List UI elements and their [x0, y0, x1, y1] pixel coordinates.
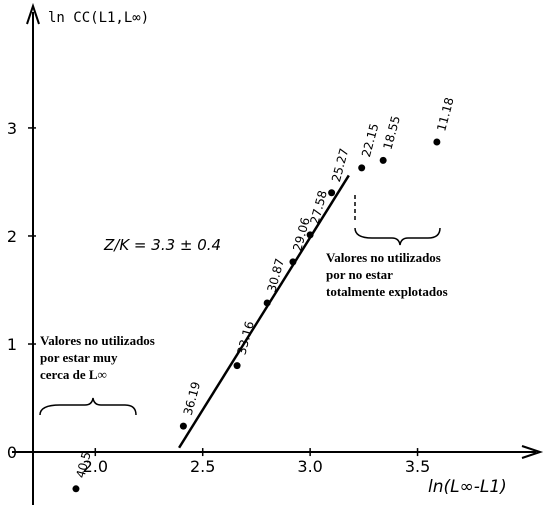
y-tick-label: 3	[7, 119, 17, 138]
annotation: Z/K = 3.3 ± 0.4	[103, 236, 221, 254]
brace	[354, 227, 441, 246]
point-label: 27.58	[308, 189, 330, 226]
x-tick-label: 3.0	[297, 457, 322, 476]
annotation-line: cerca de L∞	[40, 367, 107, 382]
x-tick-label: 2.0	[83, 457, 108, 476]
point-label: 22.15	[359, 122, 381, 159]
x-tick-label: 2.5	[190, 457, 215, 476]
point-label: 40.5	[73, 450, 93, 479]
annotation-line: Valores no utilizados	[40, 333, 155, 348]
point-label: 33.16	[234, 320, 256, 357]
brace	[39, 397, 137, 416]
point	[358, 164, 366, 172]
y-tick-label: 1	[7, 335, 17, 354]
x-axis	[12, 445, 544, 459]
point	[379, 156, 387, 164]
annotation-line: totalmente explotados	[326, 284, 448, 299]
point-label: 30.87	[265, 257, 287, 294]
y-tick-label: 0	[7, 443, 17, 462]
point-label: 11.18	[434, 96, 456, 133]
chart-title: ln CC(L1,L∞)	[48, 10, 149, 26]
annotation-line: Valores no utilizados	[326, 250, 441, 265]
point	[328, 189, 336, 197]
point	[179, 422, 187, 430]
x-axis-label: ln(L∞-L1)	[428, 477, 507, 497]
y-axis	[26, 2, 40, 505]
y-tick-label: 2	[7, 227, 17, 246]
fit-line	[178, 174, 350, 449]
annotation-line: por no estar	[326, 267, 393, 282]
point	[433, 138, 441, 146]
point	[233, 362, 241, 370]
point	[72, 485, 80, 493]
point-label: 36.19	[181, 380, 203, 417]
annotation-line: por estar muy	[40, 350, 118, 365]
x-tick-label: 3.5	[405, 457, 430, 476]
point-label: 18.55	[381, 114, 403, 151]
